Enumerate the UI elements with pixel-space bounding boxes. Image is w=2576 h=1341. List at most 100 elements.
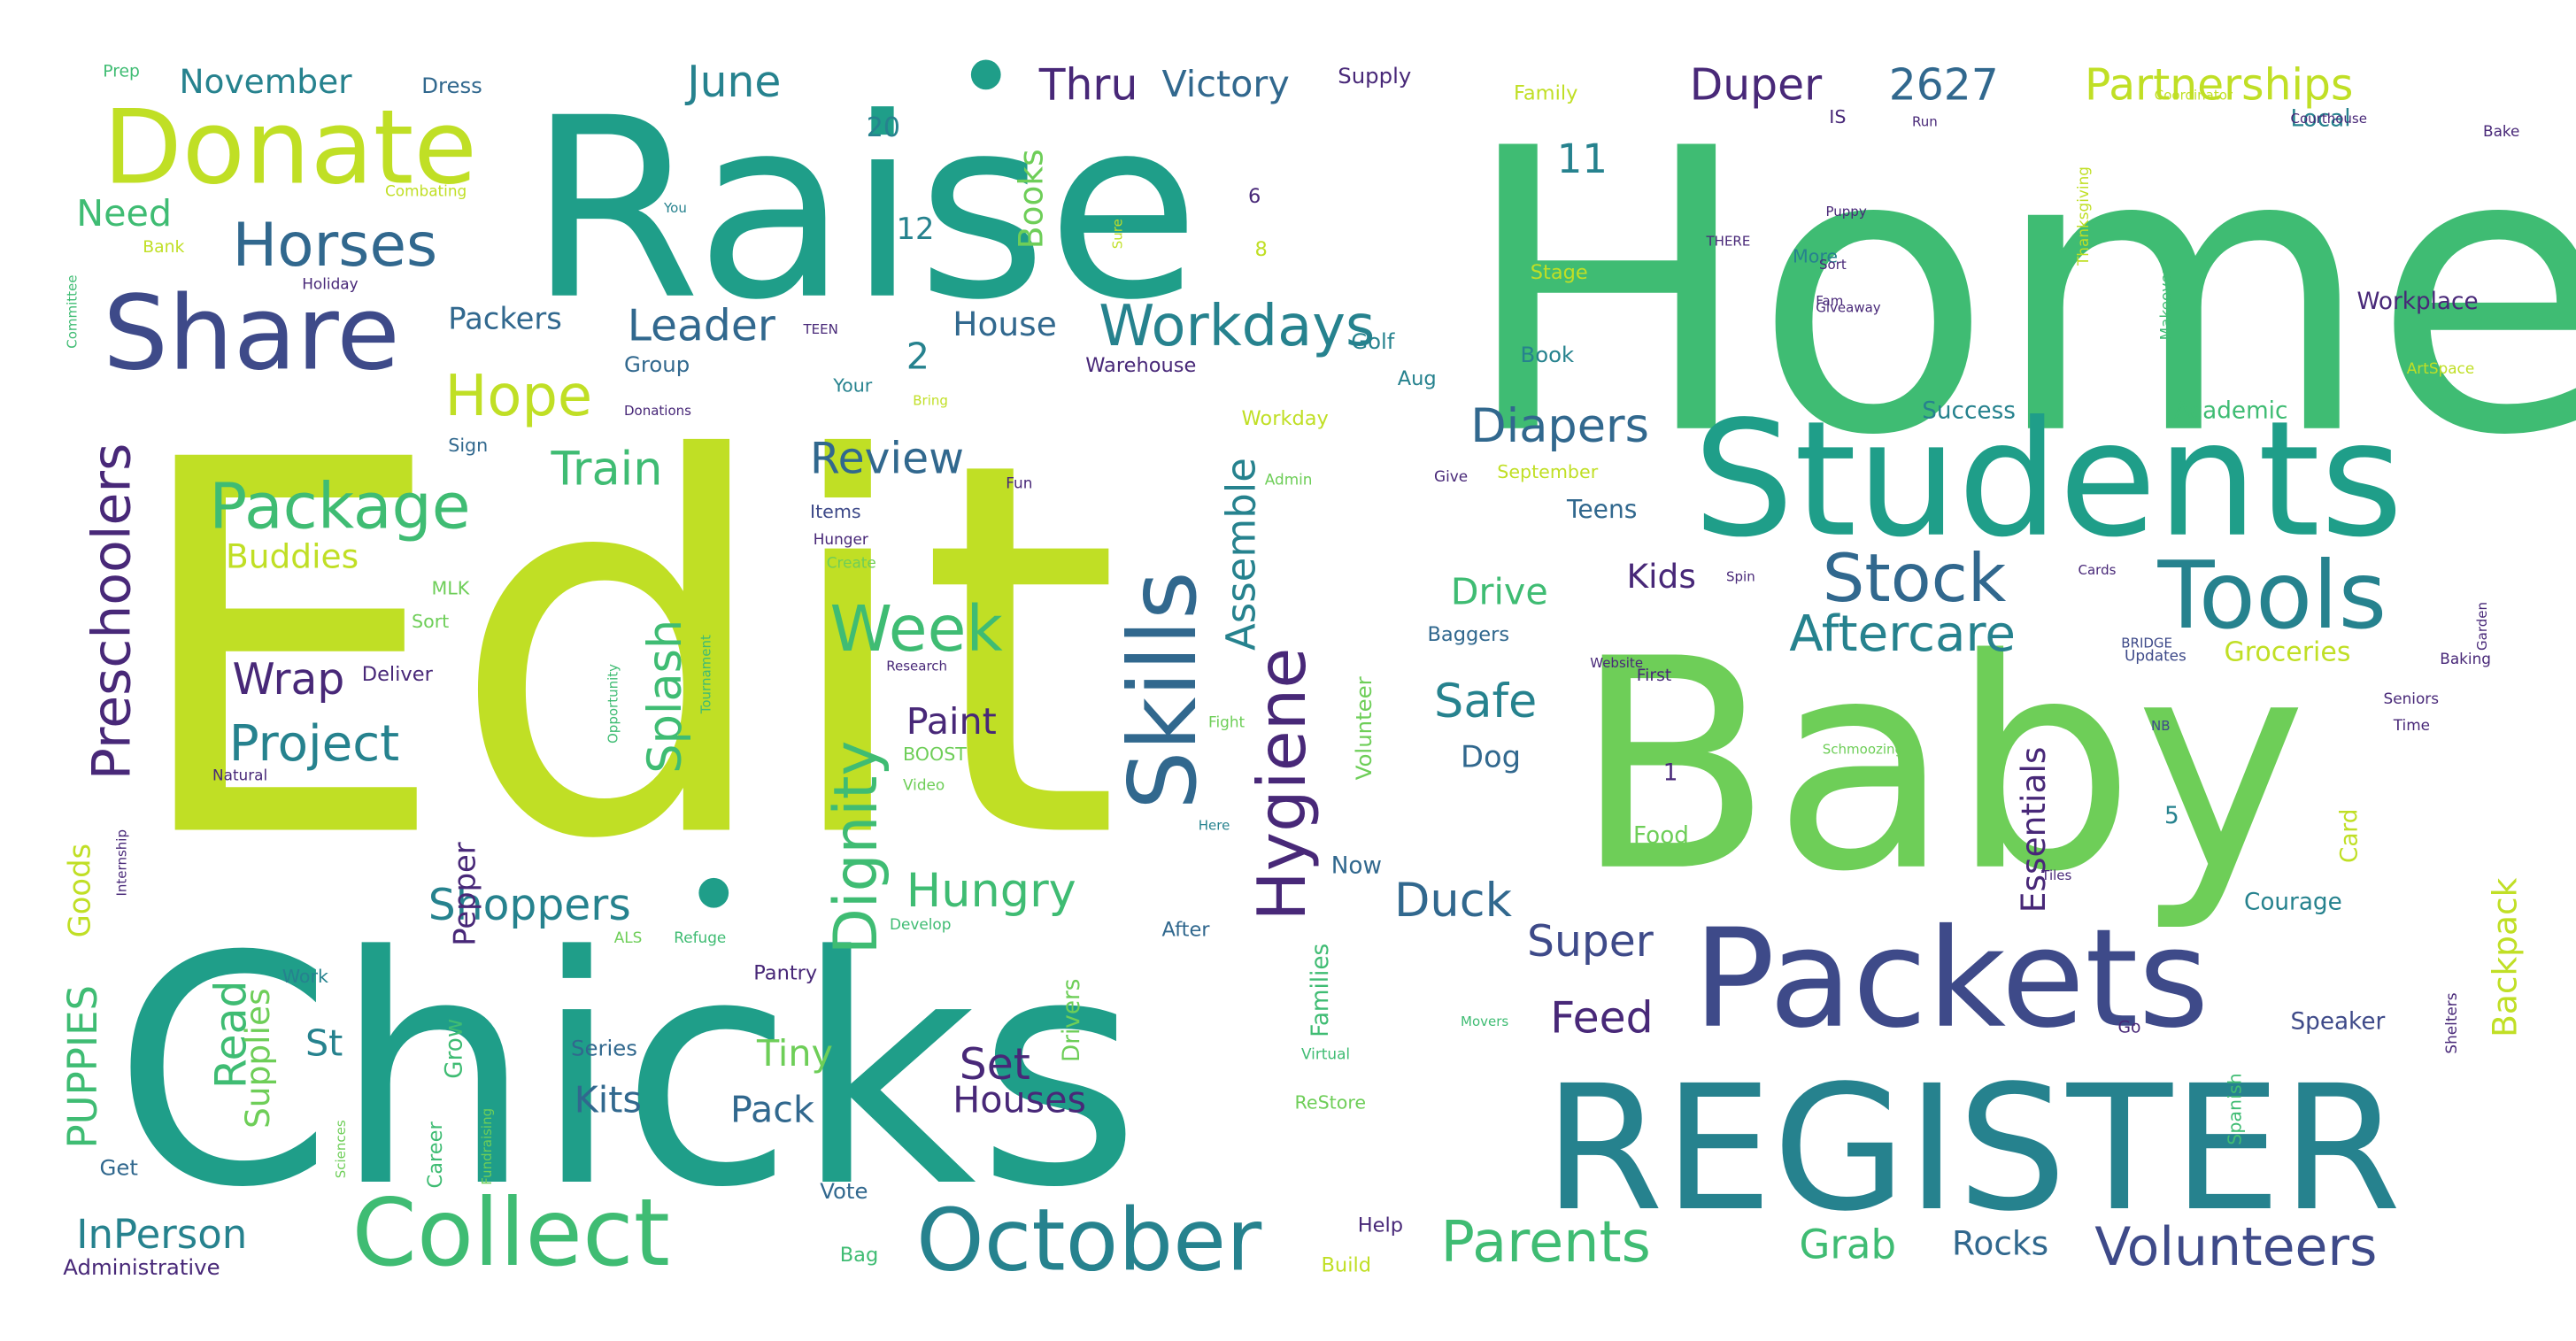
cloud-word: Grab xyxy=(1800,1221,1897,1268)
cloud-word: Sort xyxy=(1819,257,1847,273)
cloud-word: Stock xyxy=(1823,539,2007,617)
cloud-word: IS xyxy=(1829,106,1846,127)
cloud-word: Edit xyxy=(125,353,1122,952)
cloud-word: Shelters xyxy=(2442,992,2460,1053)
cloud-word: Makeover xyxy=(2157,267,2175,340)
cloud-word: Review xyxy=(810,434,964,483)
cloud-word: Combating xyxy=(385,181,467,199)
cloud-word: Thru xyxy=(1038,61,1138,111)
cloud-word: Baby xyxy=(1574,597,2308,936)
cloud-word: Dress xyxy=(421,73,482,98)
cloud-word: Dignity xyxy=(821,741,891,955)
cloud-word: Pack xyxy=(730,1089,814,1131)
cloud-word: September xyxy=(1497,461,1598,482)
cloud-word: Refuge xyxy=(674,929,726,946)
cloud-word: Parents xyxy=(1441,1210,1651,1275)
cloud-word: Pepper xyxy=(447,842,482,946)
dot-mark xyxy=(970,59,1001,90)
dot-mark xyxy=(698,877,729,908)
cloud-word: Get xyxy=(100,1155,138,1181)
cloud-word: Backpack xyxy=(2486,877,2525,1037)
cloud-word: Sure xyxy=(1110,219,1126,249)
cloud-word: Family xyxy=(1514,82,1577,105)
cloud-word: More xyxy=(1793,245,1838,266)
cloud-word: BRIDGE xyxy=(2121,635,2172,651)
cloud-word: Seniors xyxy=(2384,690,2439,707)
cloud-word: Build xyxy=(1322,1253,1371,1276)
cloud-word: Donations xyxy=(624,403,691,419)
cloud-word: Fam xyxy=(1816,293,1843,309)
cloud-word: Develop xyxy=(890,915,951,933)
cloud-word: First xyxy=(1637,667,1671,685)
cloud-word: Success xyxy=(1922,398,2016,425)
cloud-word: Stage xyxy=(1531,261,1588,284)
cloud-word: Fight xyxy=(1208,713,1246,730)
cloud-word: Aug xyxy=(1398,367,1437,390)
cloud-word: Here xyxy=(1199,818,1230,834)
cloud-word: Families xyxy=(1307,944,1334,1037)
cloud-word: After xyxy=(1162,919,1211,942)
cloud-word: Hungry xyxy=(906,864,1076,918)
cloud-word: Career xyxy=(424,1121,447,1189)
cloud-word: Run xyxy=(1912,114,1938,130)
cloud-word: Go xyxy=(2118,1018,2141,1037)
cloud-word: Partnerships xyxy=(2085,61,2353,111)
cloud-word: Coordinator xyxy=(2155,88,2233,104)
cloud-word: Dog xyxy=(1461,739,1521,774)
cloud-word: Safe xyxy=(1434,674,1537,728)
cloud-word: Website xyxy=(1590,655,1643,671)
cloud-word: Help xyxy=(1358,1214,1403,1237)
cloud-word: Video xyxy=(903,776,945,794)
cloud-word: Puppy xyxy=(1826,204,1867,220)
cloud-word: Courage xyxy=(2244,890,2342,916)
cloud-word: 1 xyxy=(1663,759,1678,786)
cloud-word: Supplies xyxy=(238,988,277,1129)
cloud-word: Project xyxy=(229,715,399,773)
cloud-word: Schmoozing xyxy=(1823,741,1903,757)
cloud-word: Food xyxy=(1633,823,1689,850)
cloud-word: Goods xyxy=(62,844,96,937)
cloud-word: Tiny xyxy=(756,1032,833,1075)
cloud-word: Now xyxy=(1331,852,1382,879)
cloud-word: BOOST xyxy=(903,744,967,765)
cloud-word: Duper xyxy=(1690,61,1823,111)
cloud-word: ALS xyxy=(614,929,643,946)
cloud-word: Hope xyxy=(445,364,593,429)
cloud-word: Volunteer xyxy=(1351,675,1377,780)
cloud-word: October xyxy=(916,1189,1262,1290)
cloud-word: Series xyxy=(571,1036,637,1061)
cloud-word: Drivers xyxy=(1059,979,1085,1062)
cloud-word: Bring xyxy=(913,393,948,409)
cloud-word: Collect xyxy=(352,1179,670,1287)
cloud-word: Volunteers xyxy=(2094,1216,2377,1278)
cloud-word: Items xyxy=(810,501,861,522)
cloud-word: Holiday xyxy=(302,274,358,292)
cloud-word: Rocks xyxy=(1952,1224,2048,1263)
cloud-word: Local xyxy=(2291,106,2351,133)
cloud-word: PUPPIES xyxy=(59,985,106,1149)
cloud-word: Speaker xyxy=(2291,1009,2386,1036)
cloud-word: Sign xyxy=(448,435,488,456)
cloud-word: Teens xyxy=(1566,495,1637,524)
cloud-word: Packets xyxy=(1693,900,2210,1059)
cloud-word: Packers xyxy=(448,301,562,335)
cloud-word: Sort xyxy=(412,611,449,632)
cloud-word: Cards xyxy=(2079,562,2117,578)
cloud-word: Books xyxy=(1012,149,1051,249)
cloud-word: Deliver xyxy=(362,663,434,686)
cloud-word: You xyxy=(663,200,687,216)
cloud-word: Paint xyxy=(906,700,997,743)
cloud-word: 2 xyxy=(906,335,929,377)
cloud-word: Updates xyxy=(2125,646,2187,664)
cloud-word: Baggers xyxy=(1428,623,1510,646)
cloud-word: Pantry xyxy=(753,961,817,984)
cloud-word: Research xyxy=(886,659,947,674)
cloud-word: TEEN xyxy=(803,321,838,337)
cloud-word: Tournament xyxy=(698,635,714,714)
cloud-word: Victory xyxy=(1162,63,1290,105)
cloud-word: Hygiene xyxy=(1243,648,1321,921)
cloud-word: 5 xyxy=(2164,803,2179,829)
cloud-word: THERE xyxy=(1706,234,1751,250)
cloud-word: ArtSpace xyxy=(2407,359,2474,377)
